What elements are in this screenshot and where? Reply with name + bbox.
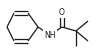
Text: NH: NH [44,31,56,40]
Text: O: O [59,8,65,17]
